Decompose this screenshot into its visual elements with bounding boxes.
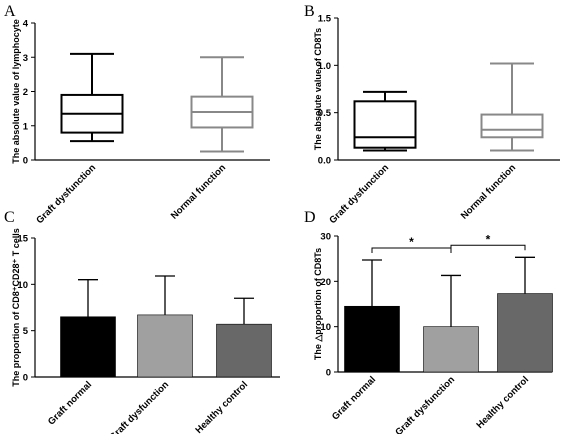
bar — [137, 314, 193, 378]
box-iqr — [480, 113, 544, 139]
category-label: Normal function — [169, 162, 228, 221]
panel-letter: B — [304, 3, 315, 20]
category-label: Graft dysfunction — [34, 162, 98, 226]
bar — [60, 316, 116, 378]
bar — [344, 305, 400, 373]
category-label: Graft dysfunction — [327, 162, 391, 226]
y-tick-label: 0 — [23, 156, 28, 167]
y-tick-label: 0 — [326, 368, 331, 379]
box-1 — [60, 52, 124, 143]
category-label: Normal function — [459, 162, 518, 221]
y-tick-label: 30 — [320, 232, 331, 243]
bar — [423, 326, 479, 373]
box-iqr — [353, 100, 417, 149]
y-axis-title: The absolute value of lymphocyte — [11, 19, 21, 164]
panel-letter: A — [4, 3, 16, 20]
category-label: Graft normal — [330, 374, 378, 422]
y-tick-label: 10 — [320, 322, 331, 333]
y-tick-label: 1.5 — [318, 14, 332, 25]
y-tick-label: 1 — [23, 121, 29, 132]
y-tick-label: 1.0 — [318, 61, 331, 72]
y-tick-label: 20 — [320, 277, 331, 288]
category-label: Healthy control — [474, 374, 531, 431]
category-label: Graft normal — [46, 379, 94, 427]
y-tick-label: 0.0 — [318, 156, 331, 167]
y-tick-label: 15 — [17, 234, 28, 245]
bar — [497, 293, 553, 373]
y-axis-title: The absolute value of CD8Ts — [313, 28, 323, 150]
significance-bracket — [450, 244, 526, 251]
box-1 — [353, 90, 417, 152]
significance-bracket — [371, 247, 452, 254]
panel-b: B 0.0 0.5 1.0 1.5 The absolute value of CD8Ts… — [304, 3, 560, 226]
y-tick-label: 0.5 — [318, 108, 332, 119]
significance-marker: * — [409, 235, 414, 249]
significance-marker: * — [486, 232, 491, 246]
y-tick-label: 0 — [23, 373, 28, 384]
panel-d: D 0 10 20 30 The △proportion of CD8Ts Graft no… — [304, 209, 553, 434]
y-axis-title: The △proportion of CD8Ts — [313, 248, 323, 360]
box-2 — [190, 56, 254, 153]
y-tick-label: 2 — [23, 87, 28, 98]
y-axis-title: The proportion of CD8⁺CD28⁺ T cells — [11, 228, 21, 387]
box-2 — [480, 62, 544, 152]
panel-letter: D — [304, 209, 316, 226]
category-label: Graft dysfunction — [107, 379, 171, 434]
y-tick-label: 4 — [23, 19, 29, 30]
bar — [216, 323, 272, 378]
category-label: Healthy control — [193, 379, 250, 434]
panel-letter: C — [4, 209, 15, 226]
y-tick-label: 5 — [23, 326, 29, 337]
y-tick-label: 3 — [23, 53, 28, 64]
category-label: Graft dysfunction — [393, 374, 457, 434]
y-tick-label: 10 — [17, 280, 28, 291]
